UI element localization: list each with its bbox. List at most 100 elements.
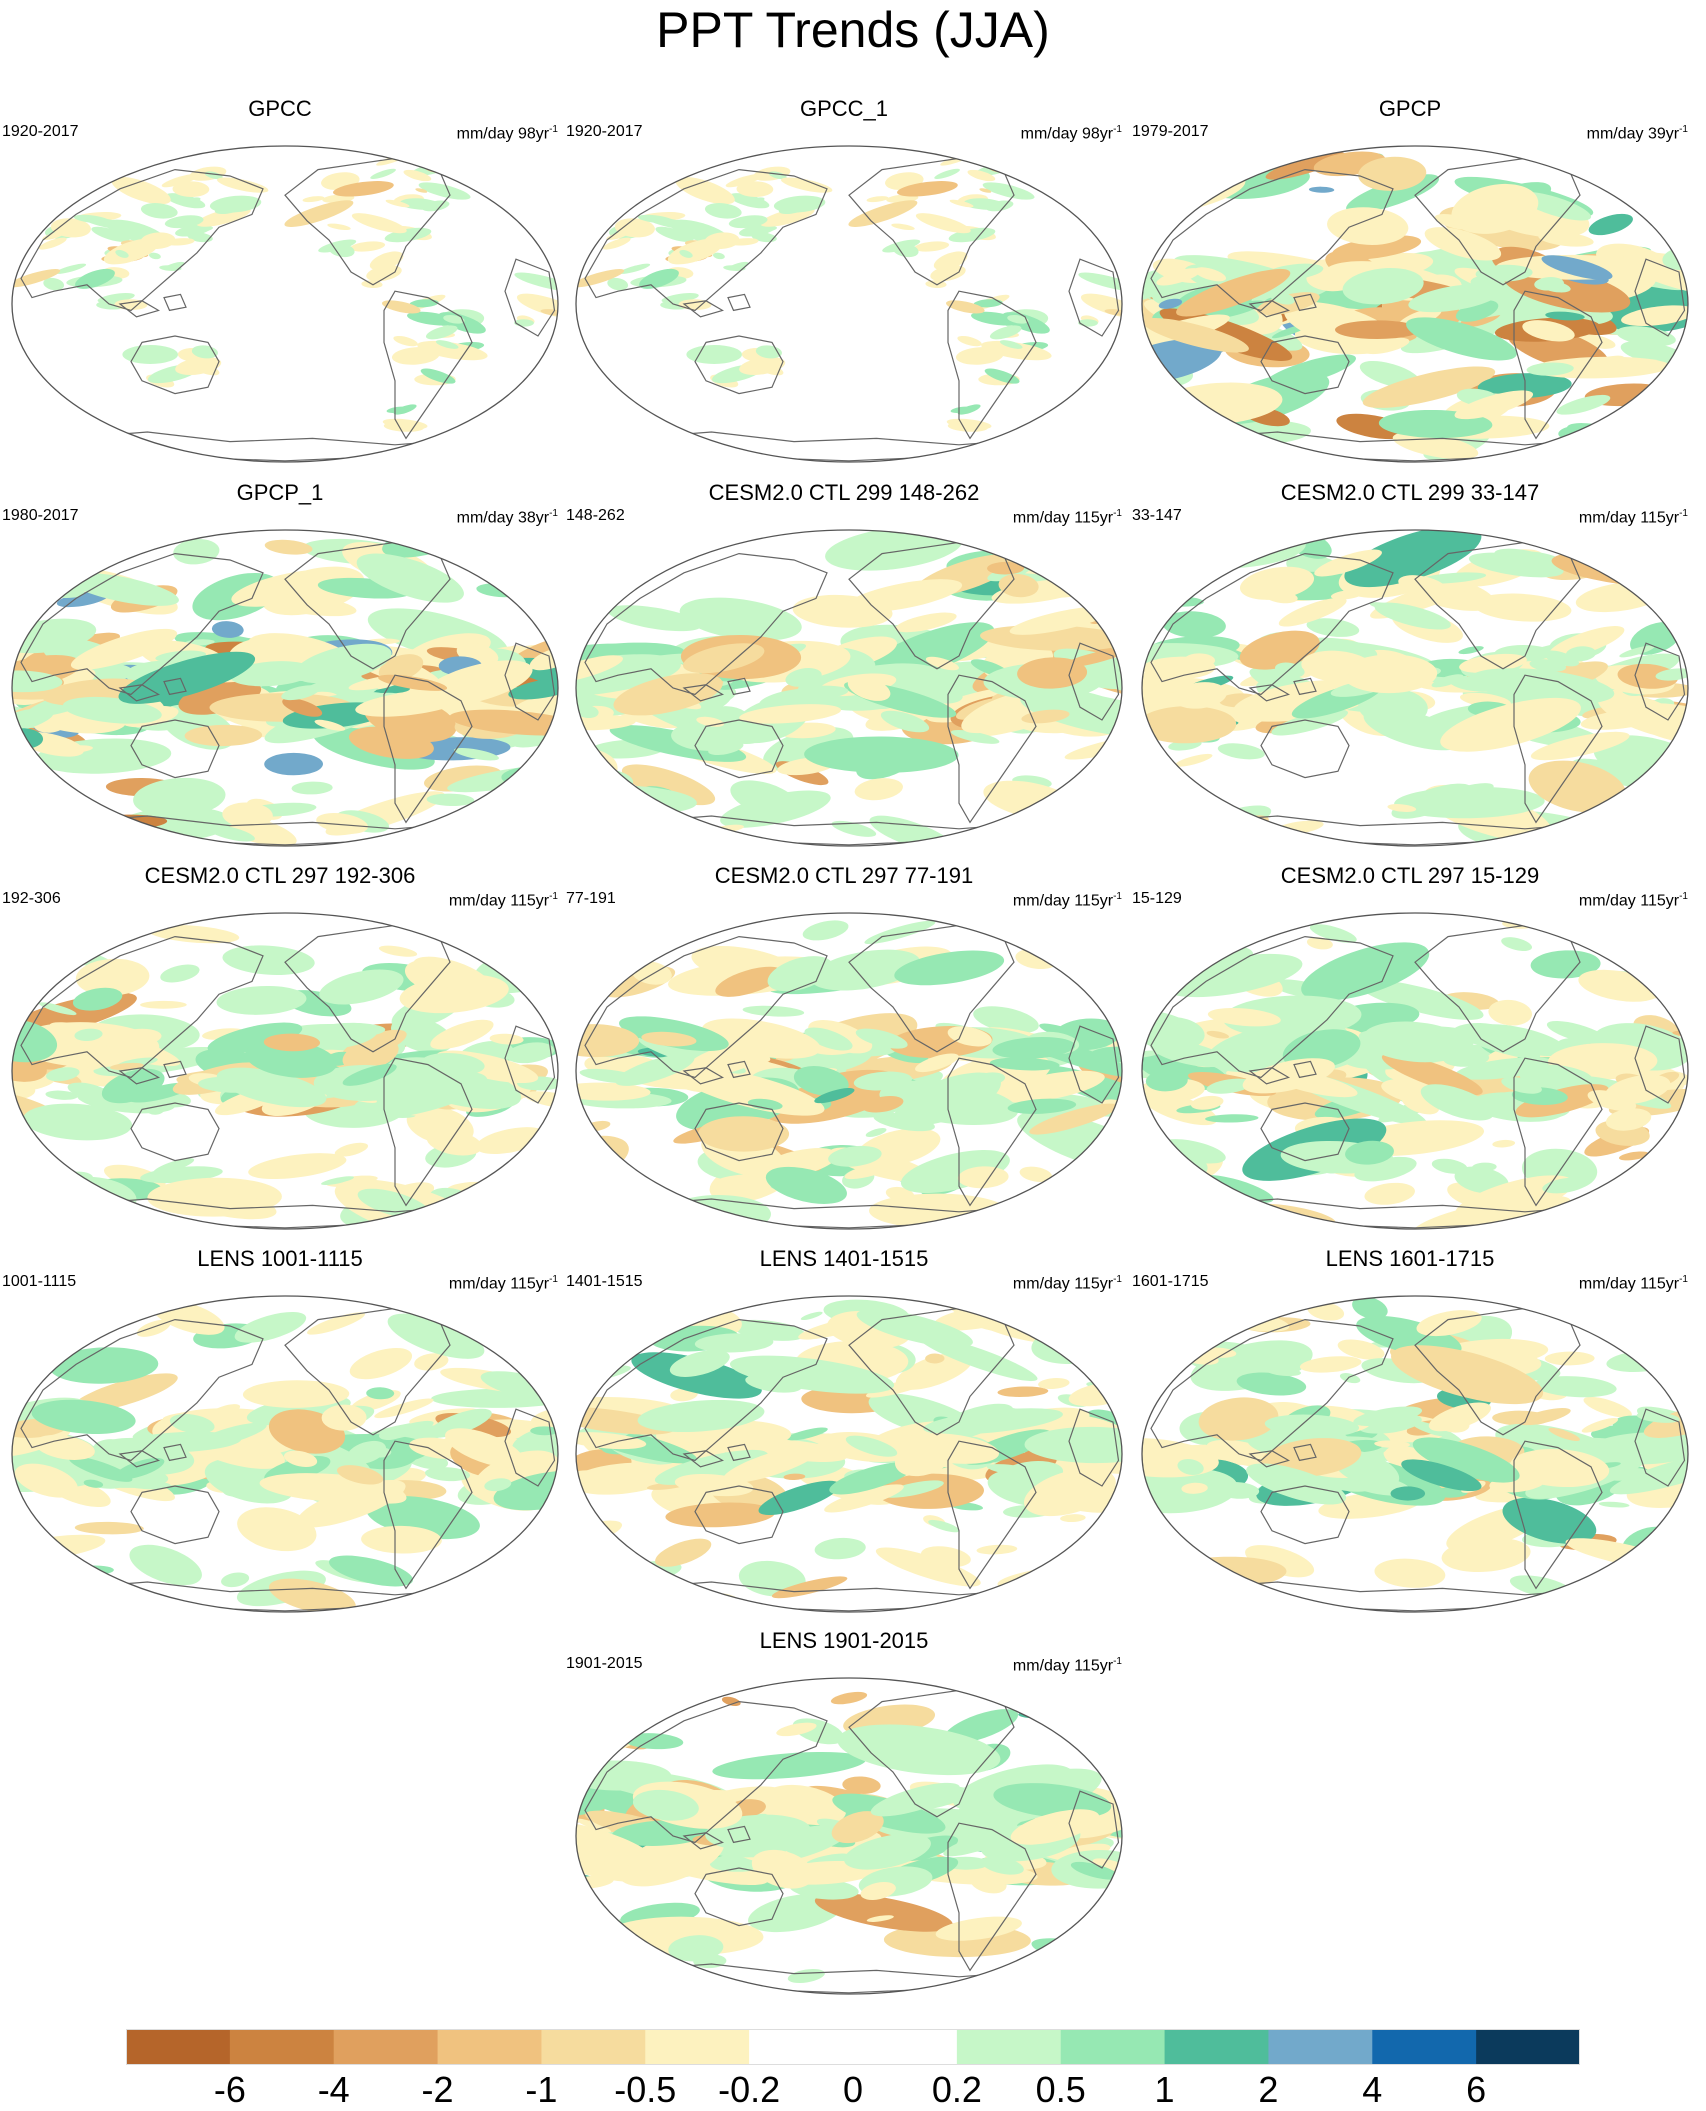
wet-trend-area [245, 1040, 337, 1078]
dry-trend-area [676, 1067, 825, 1116]
dry-trend-area [729, 238, 759, 246]
wet-trend-area [1339, 1373, 1361, 1384]
dry-trend-area [100, 1032, 150, 1048]
dry-trend-area [12, 1296, 69, 1326]
wet-trend-area [1501, 937, 1533, 952]
dry-trend-area [1038, 1377, 1070, 1390]
dry-trend-area [751, 360, 784, 376]
coastline [694, 335, 784, 395]
wet-trend-area [173, 538, 220, 565]
wet-trend-area [1636, 1411, 1680, 1423]
panel-period: 1901-2015 [566, 1655, 643, 1672]
dry-trend-area [237, 1507, 317, 1552]
wet-trend-area [23, 1103, 133, 1141]
wet-trend-area [209, 195, 262, 213]
wet-trend-area [67, 1082, 109, 1100]
wet-trend-area [1007, 1098, 1077, 1114]
dry-trend-area [955, 347, 1004, 365]
wet-trend-area [1501, 1077, 1542, 1094]
dry-trend-area [1181, 1482, 1208, 1494]
colorbar-bin [1164, 2029, 1269, 2065]
panel-units-text: mm/day 115yr [1012, 509, 1114, 527]
map-frame [575, 529, 1123, 847]
dry-trend-area [641, 1031, 697, 1047]
wet-trend-area [829, 1462, 914, 1495]
wet-trend-area [704, 203, 742, 219]
dry-trend-area [1142, 1518, 1162, 1534]
panel-units: mm/day 115yr-1 [1013, 504, 1122, 528]
wet-trend-area [1616, 425, 1688, 458]
wet-trend-area [116, 920, 140, 931]
panel-period: 1401-1515 [566, 1273, 643, 1290]
wet-trend-area [1270, 291, 1295, 305]
dry-trend-area [925, 1353, 945, 1364]
dry-trend-area [378, 945, 418, 957]
dry-trend-area [284, 200, 354, 227]
dry-trend-area [736, 181, 774, 198]
wet-trend-area [1543, 650, 1580, 667]
coastline [383, 1440, 473, 1590]
wet-trend-area [443, 156, 497, 176]
dry-trend-area [327, 223, 351, 231]
coastline [1013, 1684, 1059, 1716]
wet-trend-area [576, 1328, 642, 1350]
panel-units: mm/day 115yr-1 [1013, 887, 1122, 911]
dry-trend-area [1492, 1139, 1516, 1148]
map-frame [1141, 912, 1689, 1230]
wet-trend-area [758, 1480, 840, 1515]
colorbar-bin [541, 2029, 646, 2065]
dry-trend-area [87, 1045, 136, 1060]
coastline [130, 335, 220, 395]
wet-trend-area [329, 1555, 413, 1587]
wet-trend-area [12, 541, 69, 567]
wet-trend-area [853, 1071, 913, 1091]
coastline [694, 1102, 784, 1162]
wet-trend-area [730, 780, 800, 818]
dry-trend-area [847, 676, 891, 701]
wet-trend-area [1180, 1303, 1250, 1324]
panel-units-exponent: -1 [1113, 891, 1122, 902]
dry-trend-area [576, 1082, 651, 1101]
dry-trend-area [1314, 549, 1382, 577]
wet-trend-area [1018, 1708, 1076, 1719]
dry-trend-area [18, 923, 111, 943]
wet-trend-area [767, 956, 833, 992]
wet-trend-area [1142, 338, 1222, 383]
wet-trend-area [489, 810, 557, 840]
wet-trend-area [428, 1408, 492, 1438]
world-map [1141, 529, 1689, 847]
coastline [118, 300, 161, 318]
dry-trend-area [1019, 1957, 1070, 1978]
wet-trend-area [745, 1374, 802, 1393]
coastline [848, 1306, 1015, 1436]
wet-trend-area [615, 1054, 695, 1086]
dry-trend-area [783, 1473, 806, 1481]
dry-trend-area [114, 299, 148, 310]
dry-trend-area [1245, 1545, 1315, 1578]
wet-trend-area [1031, 1319, 1122, 1364]
coastline [682, 684, 725, 702]
dry-trend-area [1181, 933, 1260, 946]
dry-trend-area [860, 1882, 896, 1900]
wet-trend-area [454, 747, 499, 761]
dry-trend-area [866, 1915, 894, 1922]
dry-trend-area [989, 164, 1060, 176]
coastline [20, 168, 264, 312]
coastline [284, 156, 451, 286]
dry-trend-area [781, 177, 833, 193]
wet-trend-area [950, 729, 1000, 744]
dry-trend-area [38, 237, 67, 250]
wet-trend-area [12, 561, 77, 589]
colorbar-bin [956, 2029, 1062, 2065]
dry-trend-area [1522, 320, 1575, 342]
coastline [584, 168, 828, 312]
wet-trend-area [1529, 659, 1567, 672]
wet-trend-area [1471, 1162, 1497, 1172]
map-panel: LENS 1901-2015 1901-2015 mm/day 115yr-1 [566, 1628, 1123, 2000]
wet-trend-area [576, 790, 629, 828]
dry-trend-area [613, 673, 723, 716]
wet-trend-area [787, 1969, 825, 1983]
wet-trend-area [637, 1399, 765, 1433]
wet-trend-area [1149, 1039, 1227, 1068]
dry-trend-area [1022, 1296, 1122, 1335]
